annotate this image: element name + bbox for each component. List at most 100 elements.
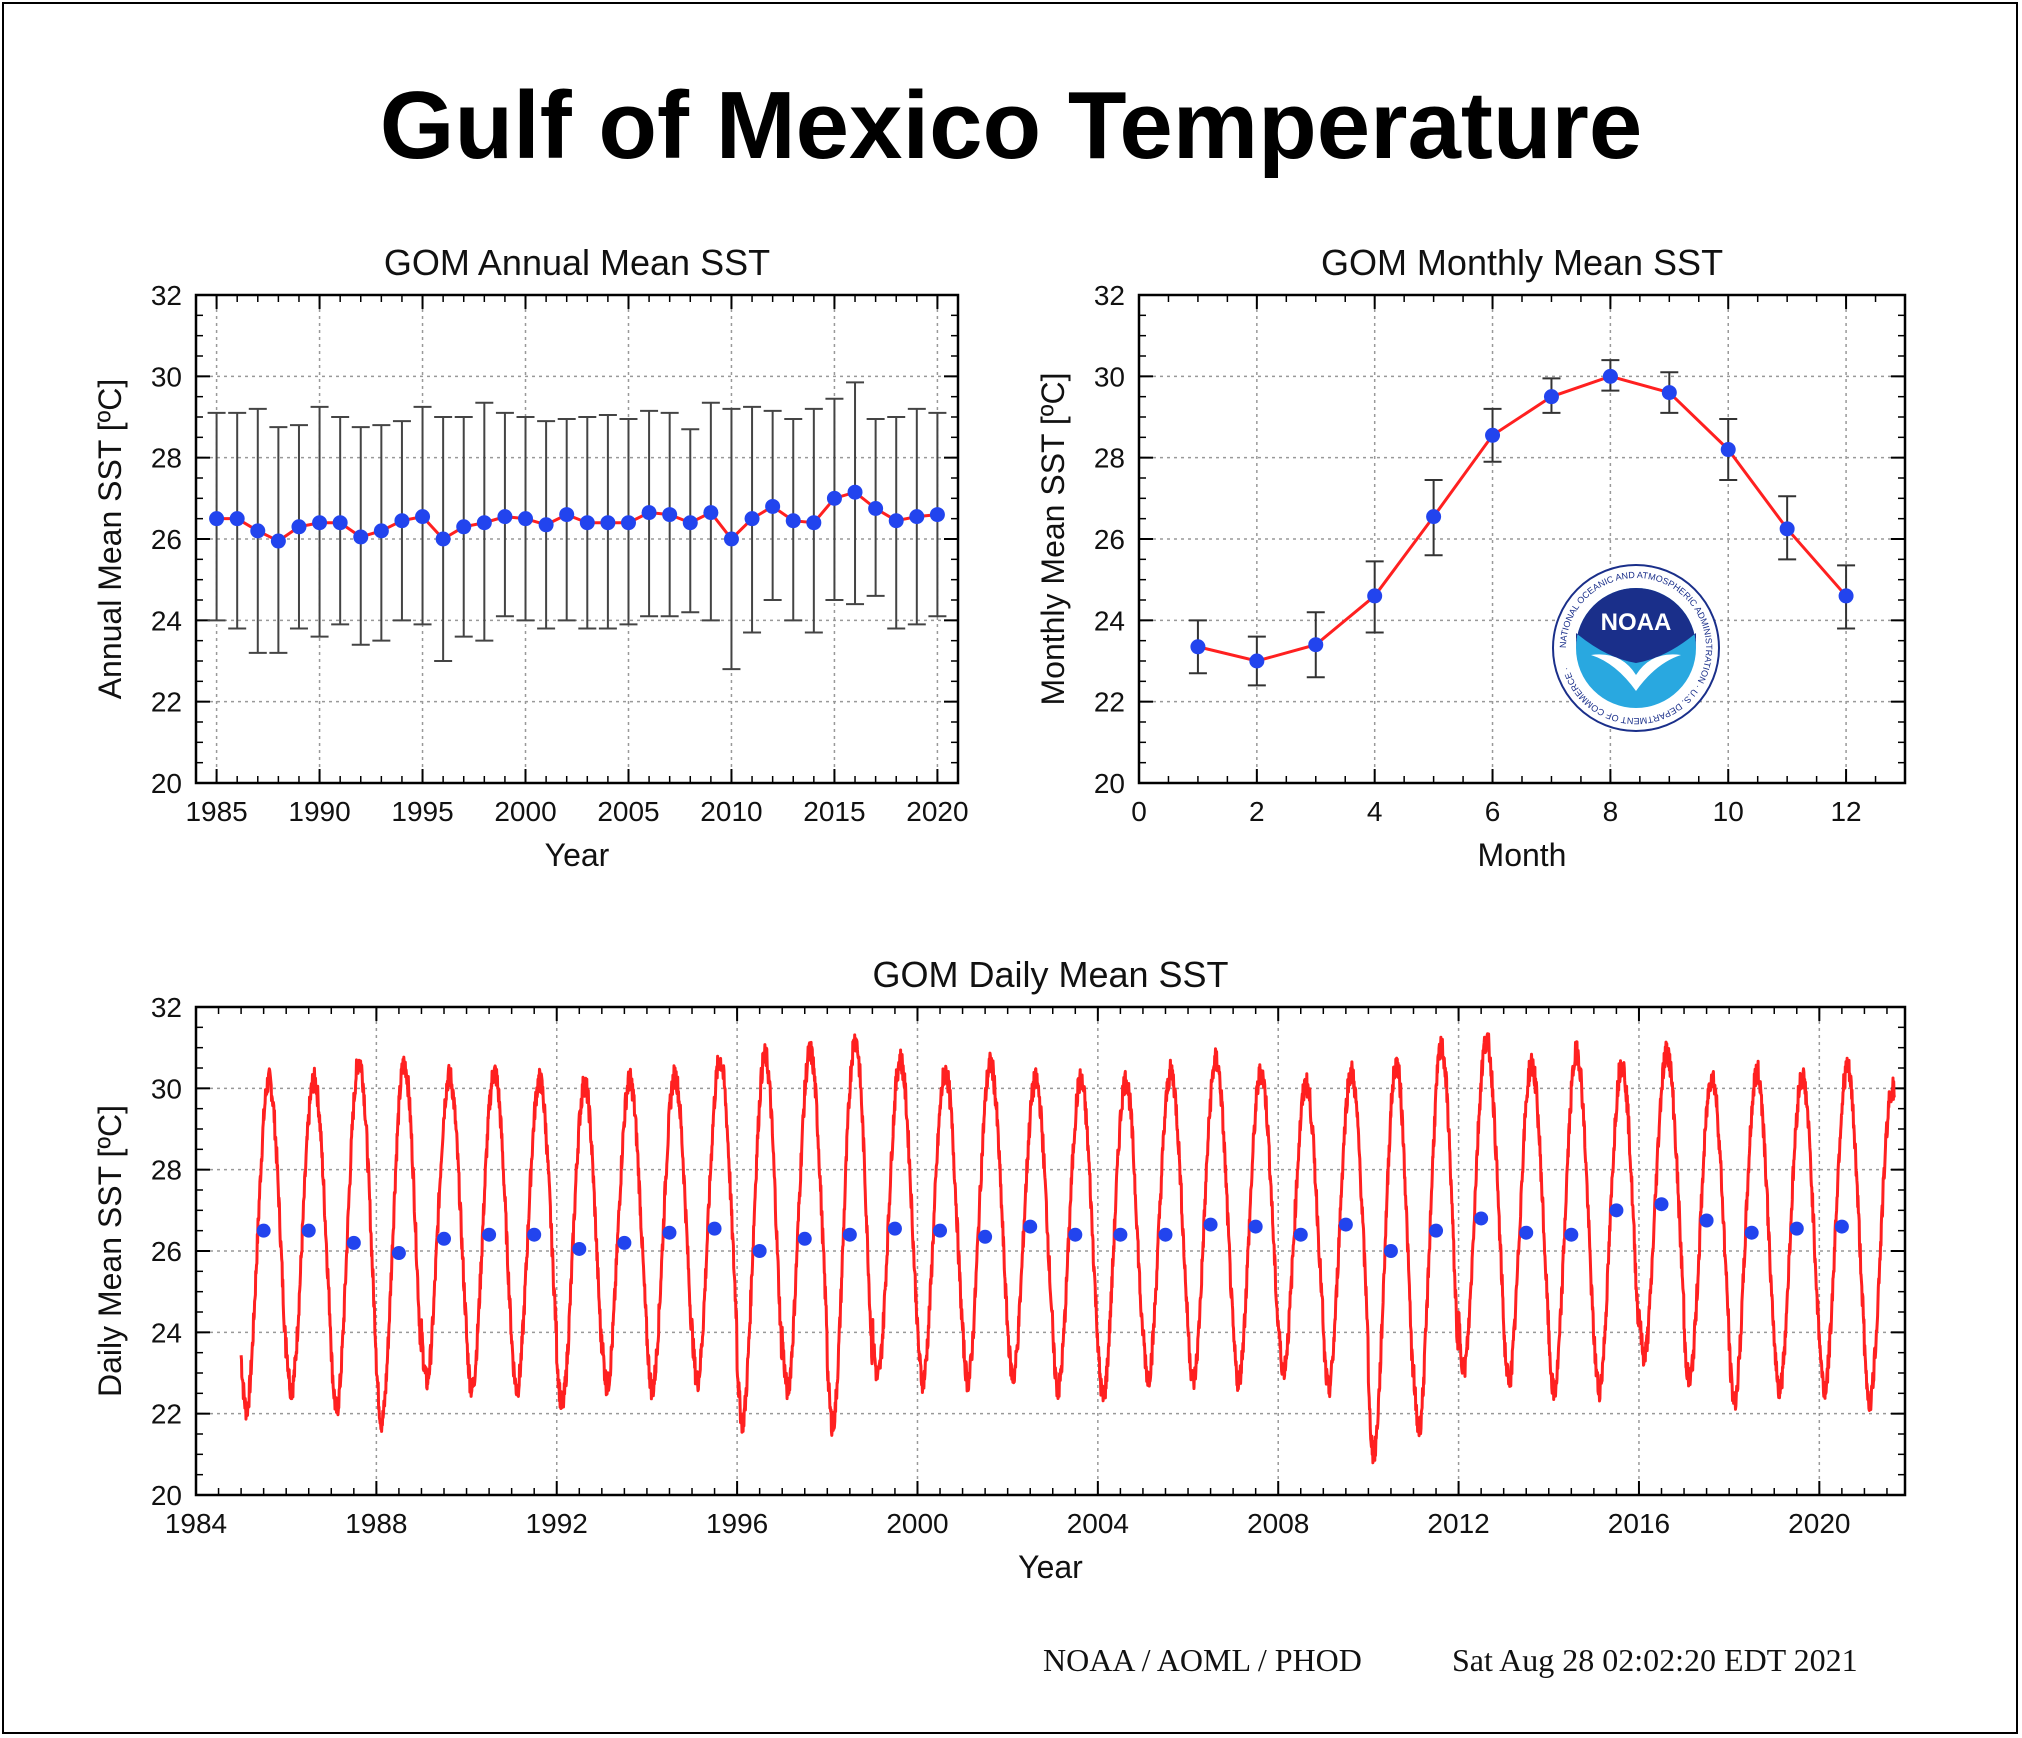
chart2-y-tick-label: 28 — [151, 1155, 182, 1186]
chart0-y-tick-label: 20 — [151, 768, 182, 799]
chart0-x-tick-label: 1990 — [288, 796, 350, 827]
noaa-logo-text: NOAA — [1601, 609, 1672, 636]
chart0-data-point — [929, 507, 945, 523]
chart0-data-point — [332, 515, 348, 531]
chart0-data-point — [662, 507, 678, 523]
chart1-data-point — [1602, 368, 1618, 384]
chart1-y-tick-label: 26 — [1094, 524, 1125, 555]
chart2-annual-mean-point — [346, 1235, 361, 1250]
chart0-data-point — [600, 515, 616, 531]
chart0-title: GOM Annual Mean SST — [384, 242, 770, 283]
chart0-data-point — [435, 531, 451, 547]
chart0-data-point — [353, 529, 369, 545]
chart2-annual-mean-point — [572, 1241, 587, 1256]
chart0-y-tick-label: 26 — [151, 524, 182, 555]
chart2-y-tick-label: 30 — [151, 1073, 182, 1104]
chart2-annual-mean-point — [617, 1235, 632, 1250]
chart0-data-point — [250, 523, 266, 539]
chart0-y-tick-label: 32 — [151, 280, 182, 311]
chart2-annual-mean-point — [1113, 1227, 1128, 1242]
chart0-data-point — [888, 513, 904, 529]
chart2-title: GOM Daily Mean SST — [872, 954, 1228, 995]
chart1-data-point — [1838, 588, 1854, 604]
chart0-data-point — [723, 531, 739, 547]
chart2-y-axis-label: Daily Mean SST [ºC] — [92, 1105, 128, 1397]
chart1-y-tick-label: 28 — [1094, 443, 1125, 474]
chart1-data-point — [1543, 389, 1559, 405]
chart0-data-point — [909, 509, 925, 525]
chart1-data-point — [1190, 639, 1206, 655]
chart1-data-point — [1720, 442, 1736, 458]
chart0-y-axis-label: Annual Mean SST [ºC] — [92, 379, 128, 700]
chart2-annual-mean-point — [1023, 1219, 1038, 1234]
chart0-data-point — [373, 523, 389, 539]
chart1-x-tick-label: 4 — [1367, 796, 1383, 827]
chart2-annual-mean-point — [1203, 1217, 1218, 1232]
chart2-y-tick-label: 24 — [151, 1317, 182, 1348]
chart1-y-tick-label: 30 — [1094, 361, 1125, 392]
chart0-data-point — [209, 511, 225, 527]
chart0-data-point — [785, 513, 801, 529]
chart1-x-tick-label: 0 — [1131, 796, 1147, 827]
chart2-y-tick-label: 32 — [151, 992, 182, 1023]
chart0-data-point — [229, 511, 245, 527]
chart2-annual-mean-point — [1564, 1227, 1579, 1242]
chart0-data-point — [703, 505, 719, 521]
chart0-y-tick-label: 24 — [151, 605, 182, 636]
chart2-annual-mean-point — [1519, 1225, 1534, 1240]
chart0-data-point — [456, 519, 472, 535]
chart2-annual-mean-point — [1158, 1227, 1173, 1242]
chart2-y-tick-label: 20 — [151, 1480, 182, 1511]
chart0-data-point — [270, 533, 286, 549]
chart2-annual-mean-point — [707, 1221, 722, 1236]
chart0-data-point — [826, 490, 842, 506]
chart1-y-tick-label: 24 — [1094, 605, 1125, 636]
chart1-y-tick-label: 32 — [1094, 280, 1125, 311]
page-title: Gulf of Mexico Temperature — [379, 72, 1643, 179]
chart2-annual-mean-point — [1068, 1227, 1083, 1242]
chart1-series-line — [1197, 374, 1848, 663]
chart2-annual-mean-point — [391, 1246, 406, 1261]
chart0-y-tick-label: 22 — [151, 687, 182, 718]
chart2-annual-mean-point — [437, 1231, 452, 1246]
chart2-annual-mean-point — [887, 1221, 902, 1236]
chart0-data-point — [682, 515, 698, 531]
chart2-daily-series-line — [239, 1032, 1896, 1465]
chart0-x-tick-label: 2000 — [494, 796, 556, 827]
chart0-data-point — [559, 507, 575, 523]
chart0-data-point — [868, 501, 884, 516]
chart1-title: GOM Monthly Mean SST — [1321, 242, 1723, 283]
chart2-annual-mean-point — [301, 1223, 316, 1238]
chart0-data-point — [415, 509, 431, 525]
chart0-data-point — [847, 484, 863, 500]
chart1-y-axis-label: Monthly Mean SST [ºC] — [1035, 373, 1071, 706]
chart0-x-tick-label: 2020 — [906, 796, 968, 827]
chart2-x-tick-label: 2016 — [1608, 1508, 1670, 1539]
chart2-annual-mean-point — [752, 1244, 767, 1258]
chart1-data-point — [1308, 637, 1324, 653]
chart0-y-tick-label: 30 — [151, 361, 182, 392]
chart2-annual-mean-point — [978, 1229, 993, 1244]
chart1-x-tick-label: 10 — [1713, 796, 1744, 827]
chart0-data-point — [518, 511, 534, 527]
chart2-x-tick-label: 2004 — [1067, 1508, 1129, 1539]
chart2-y-tick-label: 22 — [151, 1399, 182, 1430]
chart2-x-tick-label: 2012 — [1427, 1508, 1489, 1539]
chart0-data-point — [744, 511, 760, 527]
chart2-y-tick-label: 26 — [151, 1236, 182, 1267]
chart2-annual-mean-point — [1699, 1213, 1714, 1228]
chart2-annual-mean-point — [1248, 1219, 1263, 1234]
chart2-annual-mean-point — [1474, 1211, 1489, 1226]
footer-source: NOAA / AOML / PHOD — [1043, 1642, 1362, 1678]
chart2-annual-mean-point — [1293, 1227, 1308, 1242]
chart2-annual-mean-point — [1834, 1219, 1849, 1234]
chart1-x-tick-label: 2 — [1249, 796, 1265, 827]
chart0-x-axis-label: Year — [545, 837, 610, 873]
chart2-x-tick-label: 1996 — [706, 1508, 768, 1539]
chart0-x-tick-label: 2005 — [597, 796, 659, 827]
chart2-annual-mean-point — [1609, 1203, 1624, 1218]
chart0-y-tick-label: 28 — [151, 443, 182, 474]
chart2-x-axis-label: Year — [1018, 1549, 1083, 1585]
chart2-annual-mean-point — [933, 1223, 948, 1238]
